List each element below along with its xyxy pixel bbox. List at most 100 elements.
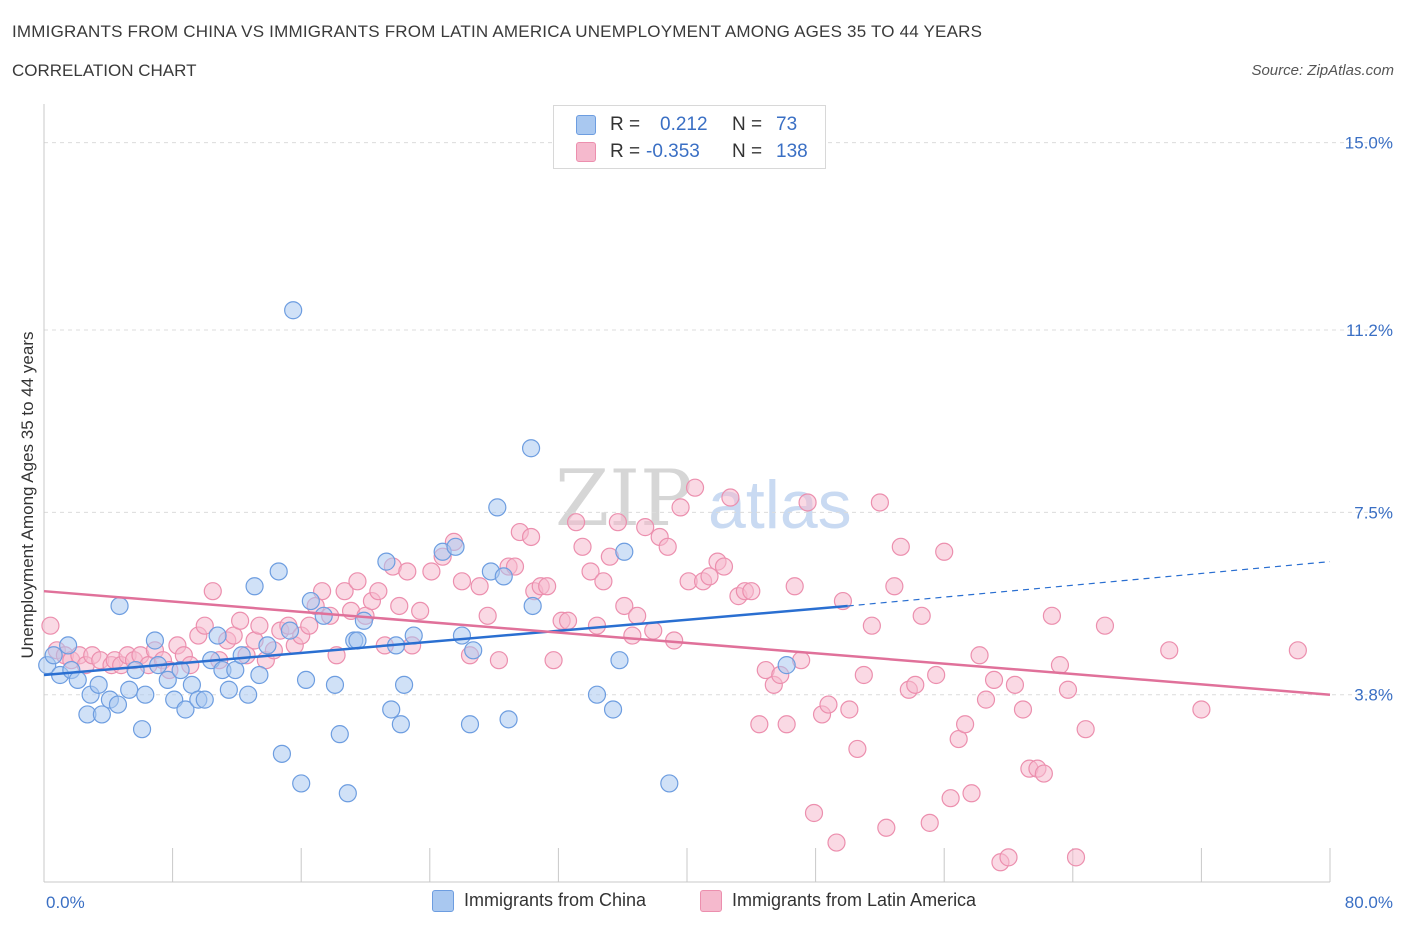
latam-point [955,715,975,734]
china-point [292,774,311,793]
latam-point [452,572,472,591]
latam-point [976,690,996,709]
latam-point [1066,848,1086,867]
china-swatch [576,114,596,135]
latam-point [615,596,634,616]
china-point [250,665,269,685]
latam-point [1042,606,1062,625]
latam-point [777,715,796,734]
china-point [615,542,634,561]
china-point [145,631,165,650]
latam-point [891,537,910,556]
latam-point [870,493,890,512]
latam-legend-swatch [700,890,722,913]
latam-point [521,527,541,547]
latam-point [558,611,578,630]
latam-point [195,616,214,635]
latam-point [1076,720,1095,739]
latam-point [935,542,954,561]
latam-point [411,601,430,621]
china-point [208,626,227,645]
china-point [354,611,373,630]
latam-point [854,665,873,685]
latam-point [714,557,734,576]
chart-title: IMMIGRANTS FROM CHINA VS IMMIGRANTS FROM… [12,22,983,41]
bottom-legend-latam: Immigrants from Latin America [700,890,976,913]
china-point [239,685,258,704]
latam-point [573,537,592,556]
latam-point [962,784,981,803]
latam-point [628,606,647,625]
latam-point [984,670,1004,690]
r-label: R = [610,114,641,135]
latam-n-value: 138 [776,141,808,162]
latam-point [685,478,705,497]
latam-point [1160,641,1179,660]
legend-row-latam: R = -0.353 N = 138 [576,139,808,165]
latam-point [970,646,989,665]
latam-point [658,537,677,556]
latam-point [1058,680,1078,699]
source-credit: Source: ZipAtlas.com [1251,62,1394,79]
china-point [464,641,483,660]
china-point [171,660,190,680]
latam-point [41,616,60,635]
china-point [195,690,214,709]
china-point [610,651,629,670]
latam-point [538,577,557,596]
china-point [391,715,410,734]
china-point [68,670,87,690]
latam-point [1005,675,1025,694]
latam-point [999,848,1018,867]
china-point [110,596,129,616]
latam-point [644,621,663,640]
china-point [523,596,542,616]
latam-point [608,513,627,532]
stats-legend: R = 0.212 N = 73 R = -0.353 N = 138 [553,105,826,169]
latam-point [785,577,804,596]
latam-point [804,803,824,823]
china-point [587,685,607,704]
n-label: N = [732,114,763,135]
china-point [158,670,177,690]
latam-point [335,582,354,601]
china-point [325,675,345,694]
latam-point [1034,764,1053,783]
china-point [89,675,108,694]
latam-point [369,582,388,601]
china-point [488,498,507,517]
latam-point [1050,656,1070,675]
x-tick-label-min: 0.0% [46,893,85,912]
china-point [382,700,401,719]
r-label: R = [610,141,641,162]
china-point [245,577,264,596]
y-tick-label: 11.2% [1346,321,1393,340]
latam-point [700,567,719,586]
latam-point [398,562,417,581]
china-point [603,700,623,719]
latam-trend-line [43,589,1331,696]
china-r-value: 0.212 [660,114,708,135]
china-legend-swatch [432,890,454,913]
y-tick-label: 15.0% [1345,134,1393,153]
y-tick-label: 7.5% [1354,503,1393,522]
latam-point [587,616,607,635]
latam-point [862,616,881,635]
latam-r-value: -0.353 [646,141,700,162]
legend-row-china: R = 0.212 N = 73 [576,112,797,138]
china-point [377,552,396,571]
latam-point [390,596,409,616]
latam-point [1013,700,1033,719]
y-tick-label: 3.8% [1354,686,1393,705]
latam-point [422,562,441,581]
china-point [284,301,303,320]
latam-point [470,577,489,596]
latam-point [927,665,946,685]
china-point [258,636,277,655]
china-point [120,680,139,699]
chart-subtitle: CORRELATION CHART [12,61,197,80]
x-tick-label-max: 80.0% [1345,893,1393,912]
latam-point [941,789,960,808]
china-point [232,646,251,665]
